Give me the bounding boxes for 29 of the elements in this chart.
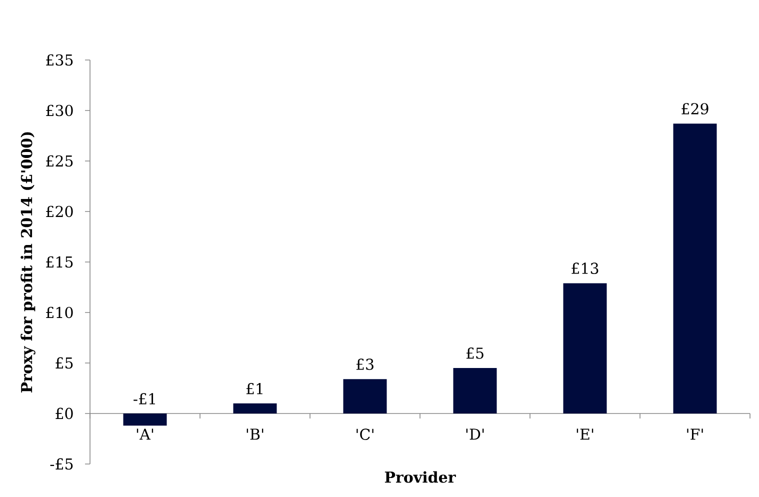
y-axis-title: Proxy for profit in 2014 (£'000) [20,132,36,392]
bar [673,124,717,414]
y-tick-label: £10 [46,306,73,318]
y-tick-label: £35 [46,54,73,66]
data-label: -£1 [134,393,155,404]
y-tick-label: £0 [56,408,73,420]
bar [343,379,387,414]
bar [233,403,277,414]
x-tick-label: 'A' [136,428,154,440]
x-tick-label: 'C' [356,428,374,440]
x-tick-label: 'F' [687,428,703,440]
data-label: £5 [466,347,484,359]
x-tick-label: 'B' [246,428,264,440]
data-label: £1 [246,383,262,394]
y-tick-label: -£5 [50,458,73,470]
y-tick-label: £15 [46,256,73,268]
bar [453,368,497,414]
y-tick-label: £20 [46,206,73,218]
bar [123,413,167,426]
y-tick-label: £25 [46,155,73,167]
y-tick-label: £30 [46,104,73,116]
x-tick-label: 'D' [466,428,484,440]
data-label: £3 [356,358,374,370]
data-label: £13 [572,262,598,274]
x-axis-title: Provider [384,471,456,483]
bar [563,283,607,414]
data-label: £29 [682,103,708,114]
x-tick-label: 'E' [576,428,594,440]
y-tick-label: £5 [56,357,73,369]
